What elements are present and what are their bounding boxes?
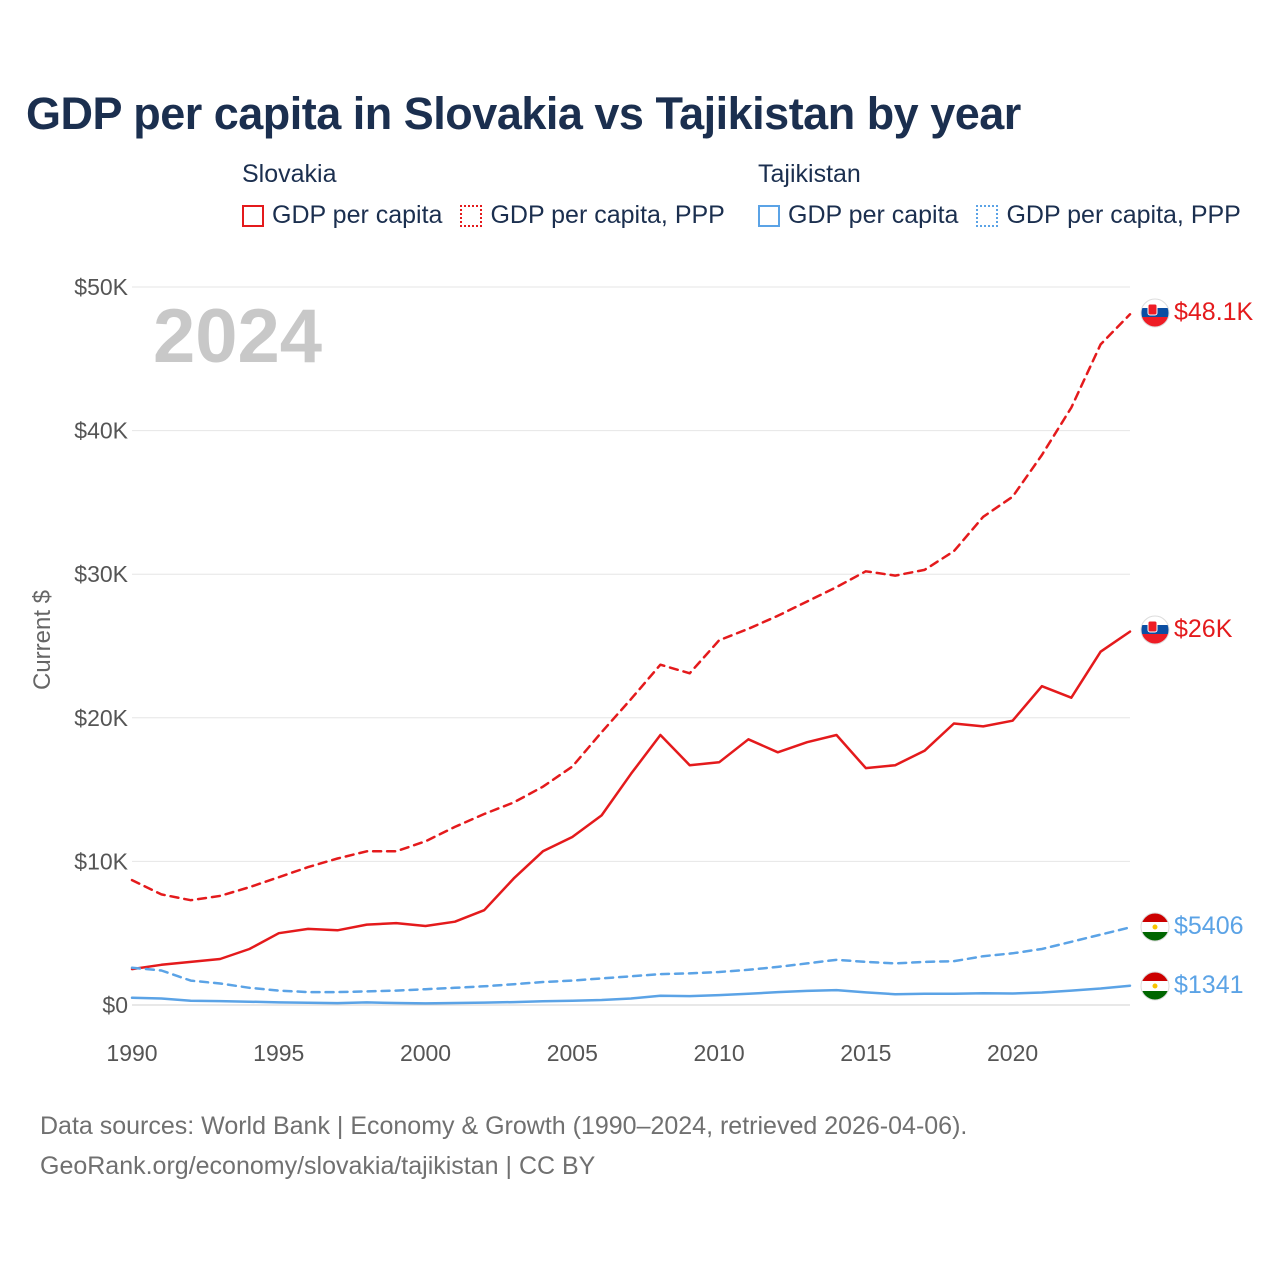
x-tick-label: 2015 — [840, 1040, 891, 1066]
end-label-slovakia-ppp: $48.1K — [1174, 298, 1254, 326]
legend-country-tajikistan: Tajikistan — [758, 160, 861, 188]
year-label: 2024 — [153, 294, 322, 379]
x-tick-label: 2005 — [547, 1040, 598, 1066]
series-line-slovakia-ppp[interactable] — [130, 313, 1132, 902]
y-axis-title: Current $ — [29, 590, 56, 690]
tajikistan-flag-icon — [1141, 972, 1169, 1000]
x-tick-label: 1995 — [253, 1040, 304, 1066]
source-url-text[interactable]: GeoRank.org/economy/slovakia/tajikistan … — [40, 1152, 596, 1180]
y-tick-label: $10K — [74, 848, 128, 874]
y-tick-label: $0 — [102, 992, 128, 1018]
tajikistan-flag-icon — [1141, 913, 1169, 941]
legend-label: GDP per capita — [788, 201, 959, 229]
slovakia-flag-icon — [1141, 299, 1169, 327]
footer: Data sources: World Bank | Economy & Gro… — [40, 1106, 967, 1186]
series-line-slovakia-gdp[interactable] — [130, 630, 1132, 971]
series-line-tajikistan-ppp[interactable] — [130, 926, 1132, 994]
legend-label: GDP per capita, PPP — [490, 201, 725, 229]
chart-title: GDP per capita in Slovakia vs Tajikistan… — [26, 88, 1021, 139]
legend-item-slovakia-gdp[interactable]: GDP per capita — [242, 201, 442, 230]
y-tick-label: $50K — [74, 274, 128, 300]
series-line-tajikistan-gdp[interactable] — [130, 984, 1132, 1005]
legend-item-tajikistan-gdp-ppp[interactable]: GDP per capita, PPP — [976, 201, 1241, 230]
dotted-line-swatch-icon — [460, 204, 483, 227]
x-tick-label: 1990 — [106, 1040, 157, 1066]
legend-item-slovakia-gdp-ppp[interactable]: GDP per capita, PPP — [460, 201, 725, 230]
solid-line-swatch-icon — [242, 204, 264, 227]
x-tick-label: 2010 — [693, 1040, 744, 1066]
solid-line-swatch-icon — [758, 204, 780, 227]
legend-item-tajikistan-gdp[interactable]: GDP per capita — [758, 201, 958, 230]
data-sources-text: Data sources: World Bank | Economy & Gro… — [40, 1112, 968, 1140]
legend-label: GDP per capita — [272, 201, 443, 229]
slovakia-flag-icon — [1141, 616, 1169, 644]
legend-country-slovakia: Slovakia — [242, 160, 337, 188]
y-tick-label: $30K — [74, 561, 128, 587]
x-tick-label: 2020 — [987, 1040, 1038, 1066]
legend-label: GDP per capita, PPP — [1006, 201, 1241, 229]
end-label-slovakia-gdp: $26K — [1174, 615, 1233, 643]
legend-slovakia: Slovakia GDP per capita GDP per capita, … — [242, 160, 743, 230]
legend-tajikistan: Tajikistan GDP per capita GDP per capita… — [758, 160, 1241, 230]
x-tick-label: 2000 — [400, 1040, 451, 1066]
end-label-tajikistan-gdp: $1341 — [1174, 971, 1244, 999]
end-label-tajikistan-ppp: $5406 — [1174, 912, 1244, 940]
y-tick-label: $40K — [74, 418, 128, 444]
dotted-line-swatch-icon — [976, 204, 999, 227]
y-tick-label: $20K — [74, 705, 128, 731]
